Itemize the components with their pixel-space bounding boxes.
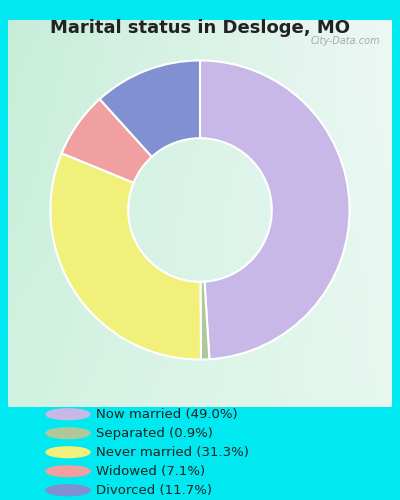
Wedge shape — [50, 153, 201, 360]
Text: Marital status in Desloge, MO: Marital status in Desloge, MO — [50, 19, 350, 37]
Wedge shape — [62, 99, 152, 182]
Circle shape — [46, 447, 90, 458]
Wedge shape — [200, 282, 209, 360]
Text: Never married (31.3%): Never married (31.3%) — [96, 446, 249, 458]
Circle shape — [46, 409, 90, 420]
Circle shape — [46, 466, 90, 476]
Text: City-Data.com: City-Data.com — [311, 36, 380, 46]
Wedge shape — [100, 60, 200, 156]
Text: Divorced (11.7%): Divorced (11.7%) — [96, 484, 212, 497]
Text: Separated (0.9%): Separated (0.9%) — [96, 426, 213, 440]
Circle shape — [46, 428, 90, 438]
Text: Widowed (7.1%): Widowed (7.1%) — [96, 464, 205, 477]
Text: Now married (49.0%): Now married (49.0%) — [96, 408, 238, 420]
Circle shape — [46, 485, 90, 496]
Wedge shape — [200, 60, 350, 360]
